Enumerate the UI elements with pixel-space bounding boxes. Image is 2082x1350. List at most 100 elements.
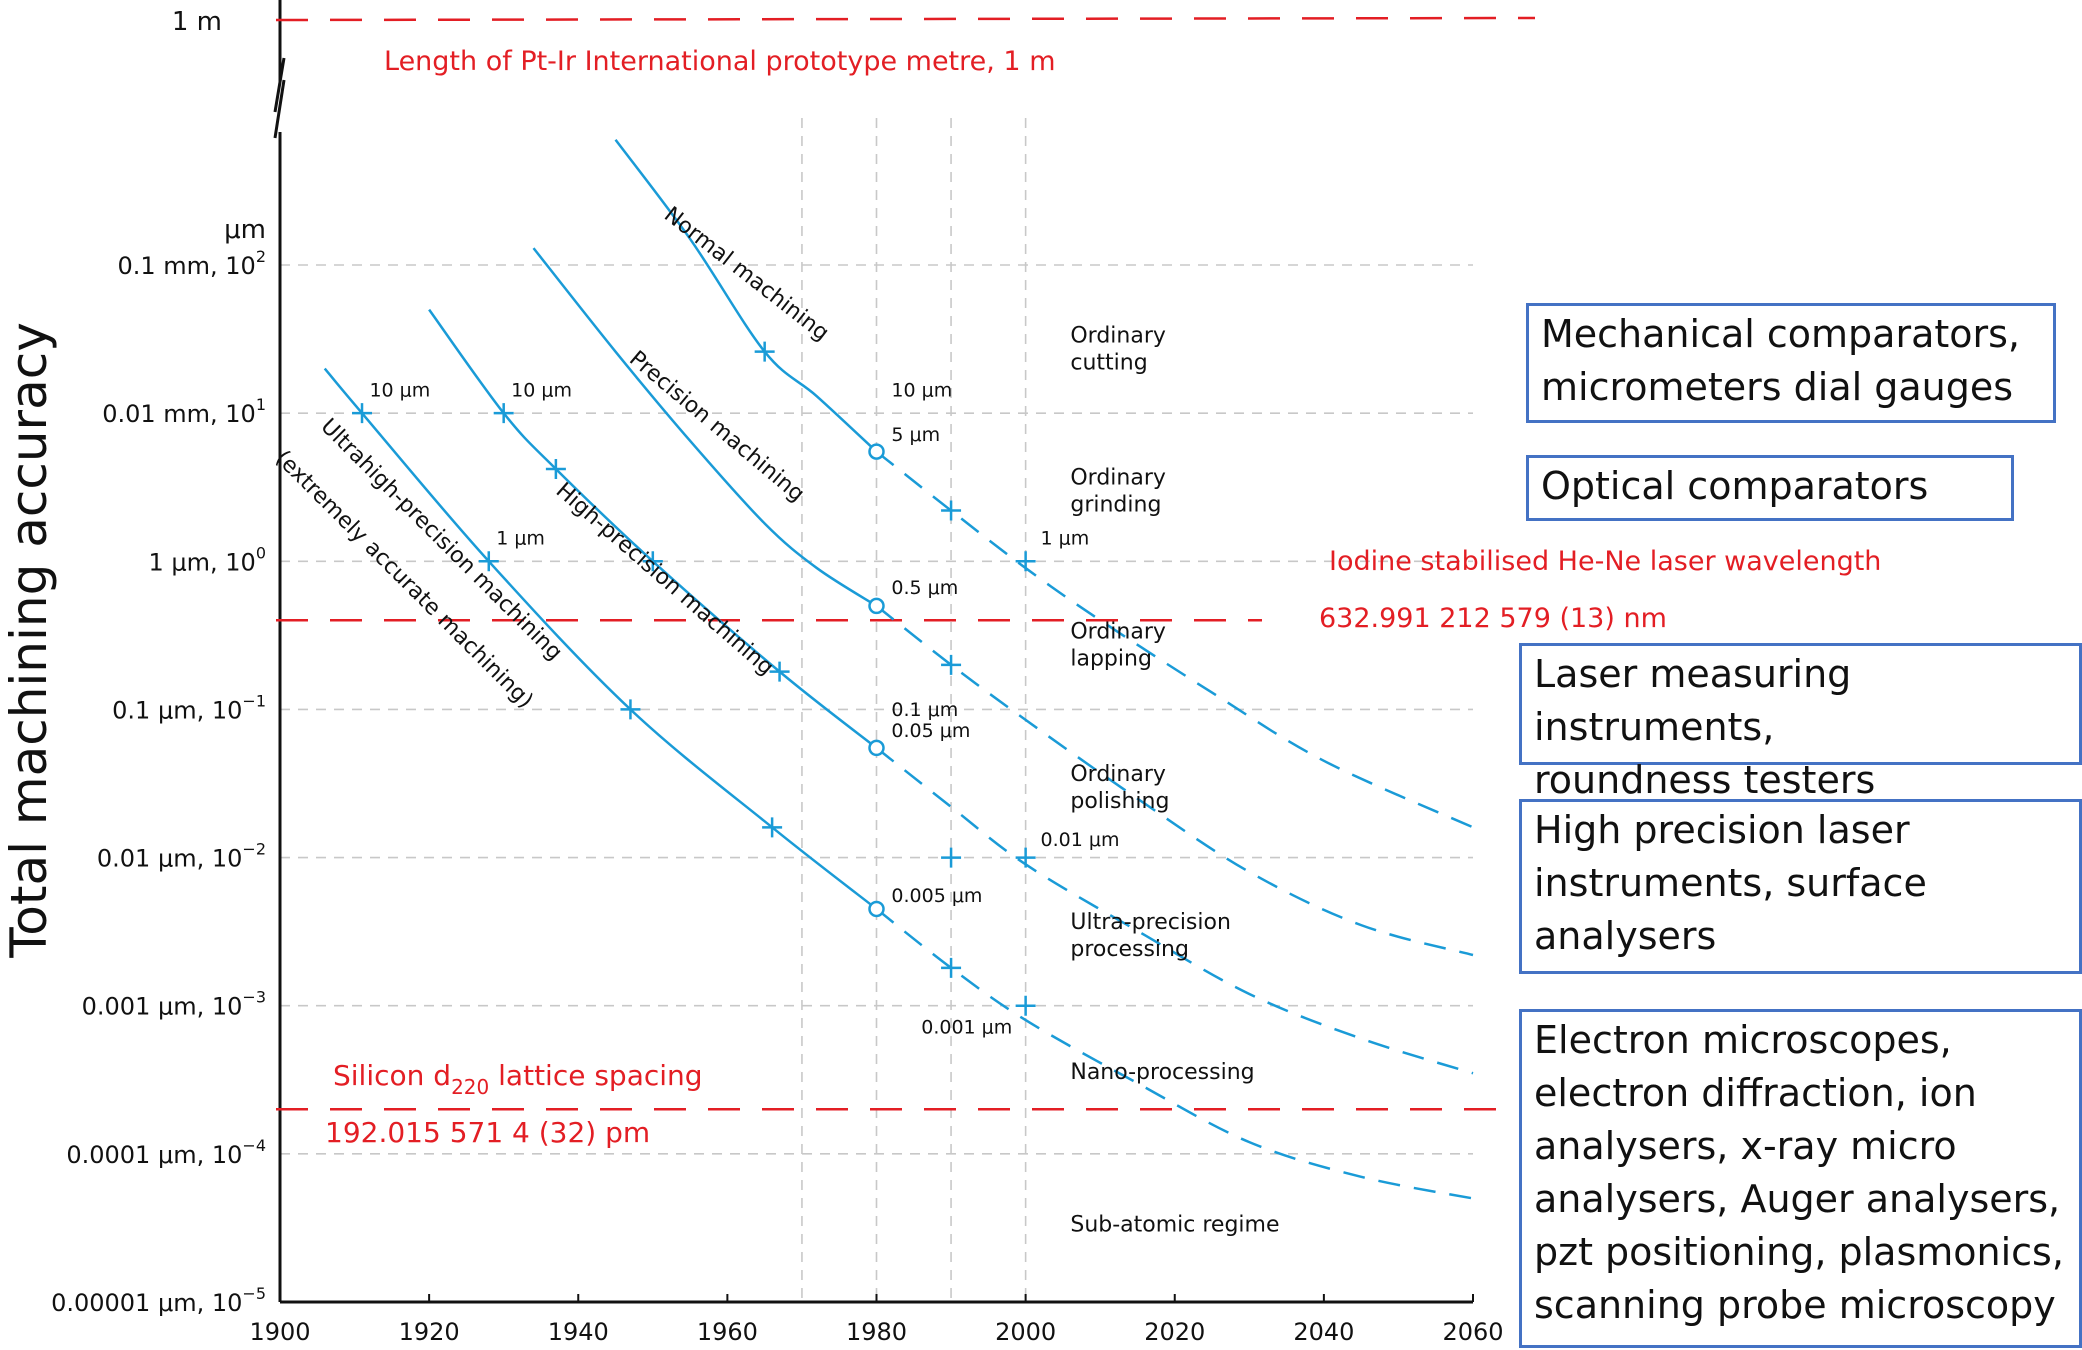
axes: 1900 1920 1940 1960 1980 2000 2020 2040 2060 0.1 … — [0, 0, 1504, 1346]
x-tick-label: 1980 — [846, 1318, 907, 1346]
regime-label: processing — [1070, 937, 1189, 962]
y-tick-label: 0.00001 μm, 10−5 — [51, 1284, 266, 1317]
y-tick-exponent: 2 — [256, 247, 266, 266]
point-label: 1 μm — [496, 527, 545, 549]
curve-dashed — [875, 450, 1474, 829]
curve-plus-marker — [769, 661, 790, 682]
curve-solid — [532, 247, 878, 607]
regime-label: lapping — [1070, 647, 1152, 672]
y-tick-label: 1 μm, 100 — [148, 543, 266, 576]
y-tick-label: 0.1 mm, 102 — [117, 247, 266, 280]
y-tick-text: 1 μm, 10 — [148, 548, 255, 576]
regime-label: Sub-atomic regime — [1070, 1212, 1279, 1237]
instrument-box-line: micrometers dial gauges — [1541, 365, 2014, 409]
instrument-box-line: High precision laser — [1534, 808, 1910, 852]
metre-reference-line — [275, 16, 1536, 22]
curve-solid — [614, 139, 878, 453]
curve-circle-marker — [868, 900, 885, 918]
curve-plus-marker — [941, 654, 962, 675]
he-ne-label: Iodine stabilised He-Ne laser wavelength — [1329, 546, 1881, 577]
point-label: 0.001 μm — [921, 1016, 1012, 1038]
point-label: 0.1 μm — [891, 699, 958, 721]
regime-label: Ordinary — [1070, 323, 1166, 348]
point-label: 0.01 μm — [1041, 829, 1120, 851]
point-label: 0.5 μm — [891, 577, 958, 599]
regime-label: cutting — [1070, 350, 1147, 375]
one-metre-tick-label: 1 m — [172, 7, 222, 37]
point-label: 10 μm — [369, 379, 430, 401]
instrument-box-line: pzt positioning, plasmonics, — [1534, 1230, 2064, 1274]
regime-label: Ordinary — [1070, 620, 1166, 645]
y-tick-text: 0.01 mm, 10 — [102, 400, 256, 428]
point-label: 0.05 μm — [891, 720, 970, 742]
y-tick-text: 0.00001 μm, 10 — [51, 1289, 242, 1317]
y-tick-label: 0.01 mm, 101 — [102, 395, 266, 428]
x-tick-label: 1920 — [399, 1318, 460, 1346]
regime-label: Ordinary — [1070, 762, 1166, 787]
curve-plus-marker — [1015, 847, 1036, 868]
point-label: 0.005 μm — [891, 885, 982, 907]
y-unit-label: μm — [224, 215, 266, 245]
y-tick-exponent: −4 — [242, 1136, 266, 1155]
instrument-box: Mechanical comparators, micrometers dial … — [1526, 303, 2056, 423]
x-tick-label: 1960 — [697, 1318, 758, 1346]
regime-label: Ordinary — [1070, 465, 1166, 490]
regime-label: Ultra-precision — [1070, 910, 1231, 935]
silicon-value: 192.015 571 4 (32) pm — [325, 1116, 650, 1149]
y-axis-title: Total machining accuracy — [0, 322, 58, 959]
y-tick-text: 0.1 μm, 10 — [112, 696, 242, 724]
instrument-box-line: analysers, x-ray micro — [1534, 1124, 1957, 1168]
x-tick-label: 2000 — [995, 1318, 1056, 1346]
instrument-box-line: roundness testers — [1534, 758, 1876, 802]
y-tick-label: 0.0001 μm, 10−4 — [66, 1136, 266, 1169]
regime-label: Nano-processing — [1070, 1060, 1254, 1085]
instrument-box-line: Optical comparators — [1541, 464, 1929, 508]
y-tick-text: 0.1 mm, 10 — [117, 252, 255, 280]
x-tick-label: 1900 — [249, 1318, 310, 1346]
curve-plus-marker — [642, 551, 663, 572]
curve-plus-marker — [352, 403, 373, 424]
curve-plus-marker — [478, 551, 499, 572]
y-tick-exponent: −3 — [242, 988, 266, 1007]
curve-solid — [323, 367, 878, 910]
y-tick-text: 0.0001 μm, 10 — [66, 1141, 242, 1169]
point-label: 10 μm — [891, 379, 952, 401]
series-label: High-precision machining — [551, 478, 779, 680]
regime-label: grinding — [1070, 492, 1161, 517]
y-tick-text: 0.001 μm, 10 — [82, 993, 243, 1021]
he-ne-value: 632.991 212 579 (13) nm — [1319, 603, 1667, 634]
y-tick-exponent: 1 — [256, 395, 266, 414]
axis-break-mark — [273, 79, 286, 139]
curve-plus-marker — [1015, 995, 1036, 1016]
instrument-box-line: instruments, surface — [1534, 861, 1927, 905]
curve-solid — [428, 308, 878, 749]
metre-reference-label: Length of Pt-Ir International prototype … — [384, 46, 1056, 77]
x-tick-label: 1940 — [548, 1318, 609, 1346]
x-tick-label: 2020 — [1144, 1318, 1205, 1346]
point-label: 5 μm — [891, 424, 940, 446]
curve-dashed — [875, 604, 1474, 957]
curve-plus-marker — [754, 341, 775, 362]
instrument-box-line: analysers, Auger analysers, — [1534, 1177, 2061, 1221]
point-label: 1 μm — [1041, 527, 1090, 549]
instrument-box-line: Mechanical comparators, — [1541, 312, 2021, 356]
x-tick-label: 2040 — [1293, 1318, 1354, 1346]
regime-label: polishing — [1070, 789, 1169, 814]
curve-plus-marker — [762, 817, 783, 838]
instrument-box-line: Laser measuring instruments, — [1534, 652, 1852, 749]
y-tick-label: 0.001 μm, 10−3 — [82, 988, 266, 1021]
y-tick-label: 0.1 μm, 10−1 — [112, 691, 266, 724]
instrument-box-line: scanning probe microscopy — [1534, 1283, 2056, 1327]
curve-circle-marker — [868, 739, 885, 757]
curve-circle-marker — [868, 443, 885, 460]
instrument-box: Laser measuring instruments, roundness te… — [1519, 643, 2082, 802]
instrument-box: High precision laser instruments, surface… — [1519, 799, 2082, 974]
curve-plus-marker — [620, 699, 641, 720]
x-tick-label: 2060 — [1442, 1318, 1503, 1346]
curve-plus-marker — [1015, 551, 1036, 572]
silicon-label: Silicon d220 lattice spacing — [333, 1059, 703, 1099]
curve-plus-marker — [545, 458, 566, 479]
curve-circle-marker — [868, 597, 885, 615]
instrument-box-line: electron diffraction, ion — [1534, 1071, 1977, 1115]
